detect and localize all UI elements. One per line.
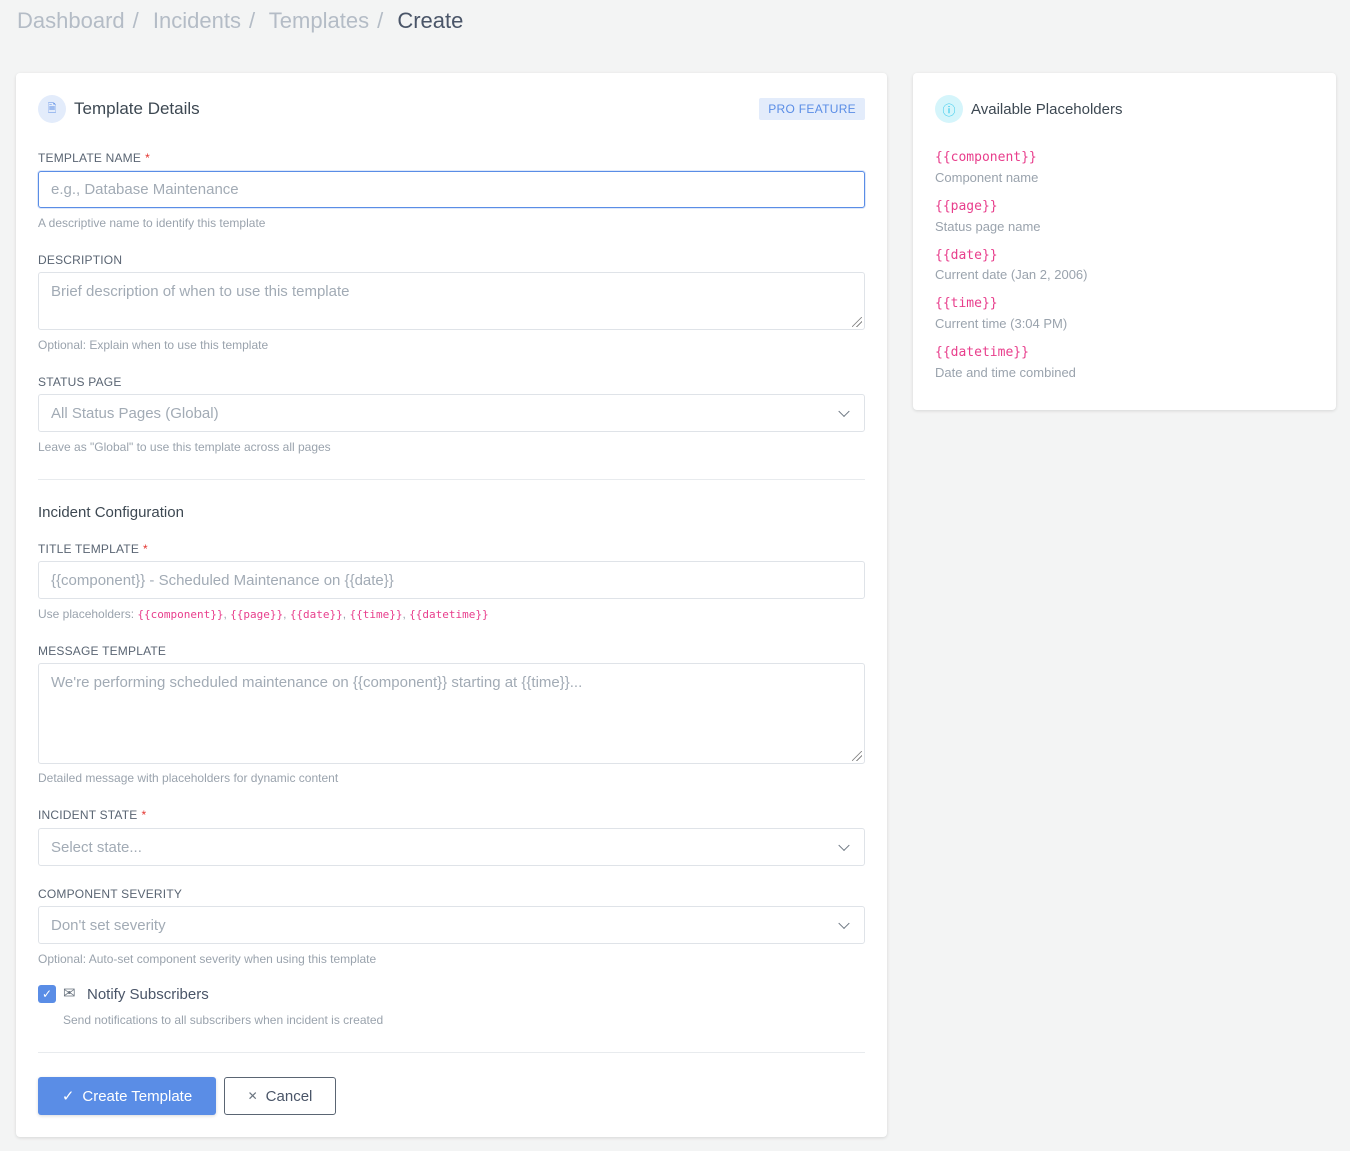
placeholder-code: {{time}} (935, 296, 998, 311)
incident-state-label: INCIDENT STATE * (38, 808, 147, 822)
chevron-down-icon (838, 917, 850, 930)
notify-help: Send notifications to all subscribers wh… (63, 1013, 384, 1027)
breadcrumb: Dashboard / Incidents / Templates / Create (17, 8, 464, 33)
description-textarea[interactable]: Brief description of when to use this te… (38, 272, 865, 330)
placeholder-code: {{datetime}} (935, 345, 1029, 360)
chevron-down-icon (838, 839, 850, 852)
incident-state-select[interactable]: Select state... (38, 828, 865, 866)
notify-label[interactable]: Notify Subscribers (87, 986, 209, 1003)
template-details-card: 🗎 Template Details PRO FEATURE TEMPLATE … (16, 73, 887, 1137)
placeholder-desc: Current time (3:04 PM) (935, 316, 1068, 331)
chevron-down-icon (838, 405, 850, 418)
resize-handle[interactable] (852, 317, 862, 327)
help-circle-icon: ⓘ (935, 95, 963, 123)
check-icon: ✓ (61, 1088, 75, 1105)
placeholder-code: {{date}} (935, 248, 998, 263)
divider (38, 479, 865, 480)
breadcrumb-incidents[interactable]: Incidents (152, 8, 241, 33)
envelope-icon: ✉ (63, 985, 76, 1002)
component-severity-label: COMPONENT SEVERITY (38, 887, 183, 901)
status-page-help: Leave as "Global" to use this template a… (38, 440, 331, 454)
create-template-button[interactable]: ✓ Create Template (38, 1077, 216, 1115)
document-icon: 🗎 (38, 95, 66, 123)
placeholders-title: Available Placeholders (971, 101, 1123, 118)
placeholder-desc: Date and time combined (935, 365, 1076, 380)
template-name-label: TEMPLATE NAME * (38, 151, 150, 165)
card-title: Template Details (74, 99, 200, 118)
status-page-label: STATUS PAGE (38, 375, 122, 389)
placeholders-card: ⓘ Available Placeholders {{component}} C… (913, 73, 1336, 410)
placeholder-desc: Current date (Jan 2, 2006) (935, 267, 1088, 282)
title-template-label: TITLE TEMPLATE * (38, 542, 148, 556)
section-heading: Incident Configuration (38, 504, 184, 521)
title-template-input[interactable]: {{component}} - Scheduled Maintenance on… (38, 561, 865, 599)
placeholder-code: {{component}} (935, 150, 1037, 165)
placeholder-code: {{page}} (935, 199, 998, 214)
notify-checkbox[interactable]: ✓ (38, 985, 56, 1003)
template-name-help: A descriptive name to identify this temp… (38, 216, 266, 230)
description-help: Optional: Explain when to use this templ… (38, 338, 269, 352)
resize-handle[interactable] (852, 751, 862, 761)
component-severity-select[interactable]: Don't set severity (38, 906, 865, 944)
breadcrumb-dashboard[interactable]: Dashboard (17, 8, 125, 33)
template-name-input[interactable]: e.g., Database Maintenance (38, 171, 865, 208)
breadcrumb-templates[interactable]: Templates (268, 8, 370, 33)
breadcrumb-current: Create (397, 8, 464, 33)
message-template-textarea[interactable]: We're performing scheduled maintenance o… (38, 663, 865, 764)
placeholder-desc: Status page name (935, 219, 1041, 234)
close-icon: ✕ (247, 1089, 258, 1103)
message-template-label: MESSAGE TEMPLATE (38, 644, 167, 658)
title-template-help: Use placeholders: {{component}}, {{page}… (38, 607, 489, 621)
placeholder-desc: Component name (935, 170, 1039, 185)
pro-feature-badge: PRO FEATURE (759, 98, 865, 120)
divider (38, 1052, 865, 1053)
description-label: DESCRIPTION (38, 253, 123, 267)
status-page-select[interactable]: All Status Pages (Global) (38, 394, 865, 432)
cancel-button[interactable]: ✕ Cancel (224, 1077, 336, 1115)
message-template-help: Detailed message with placeholders for d… (38, 771, 339, 785)
component-severity-help: Optional: Auto-set component severity wh… (38, 952, 377, 966)
